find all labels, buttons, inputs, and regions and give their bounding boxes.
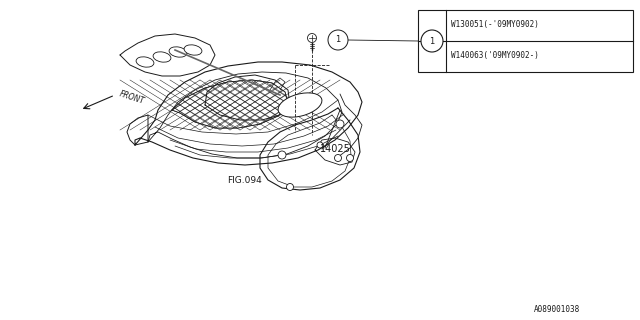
Ellipse shape bbox=[184, 45, 202, 55]
Circle shape bbox=[287, 183, 294, 190]
Circle shape bbox=[346, 155, 353, 162]
Circle shape bbox=[278, 151, 286, 159]
Ellipse shape bbox=[169, 47, 187, 57]
Circle shape bbox=[336, 120, 344, 128]
Text: W140063('09MY0902-): W140063('09MY0902-) bbox=[451, 52, 539, 60]
Circle shape bbox=[307, 34, 317, 43]
Circle shape bbox=[317, 142, 323, 148]
Polygon shape bbox=[172, 80, 288, 128]
Text: 1: 1 bbox=[335, 36, 340, 44]
Text: FRONT: FRONT bbox=[118, 90, 145, 106]
Text: W130051(-'09MY0902): W130051(-'09MY0902) bbox=[451, 20, 539, 29]
Text: FIG.094: FIG.094 bbox=[227, 176, 262, 185]
Bar bbox=[418, 10, 633, 72]
Circle shape bbox=[335, 155, 342, 162]
Circle shape bbox=[421, 30, 443, 52]
Text: 1: 1 bbox=[429, 36, 435, 45]
Ellipse shape bbox=[136, 57, 154, 67]
Circle shape bbox=[328, 30, 348, 50]
Text: A089001038: A089001038 bbox=[534, 305, 580, 314]
Ellipse shape bbox=[278, 93, 322, 117]
Text: 14025: 14025 bbox=[320, 144, 351, 154]
Ellipse shape bbox=[153, 52, 171, 62]
